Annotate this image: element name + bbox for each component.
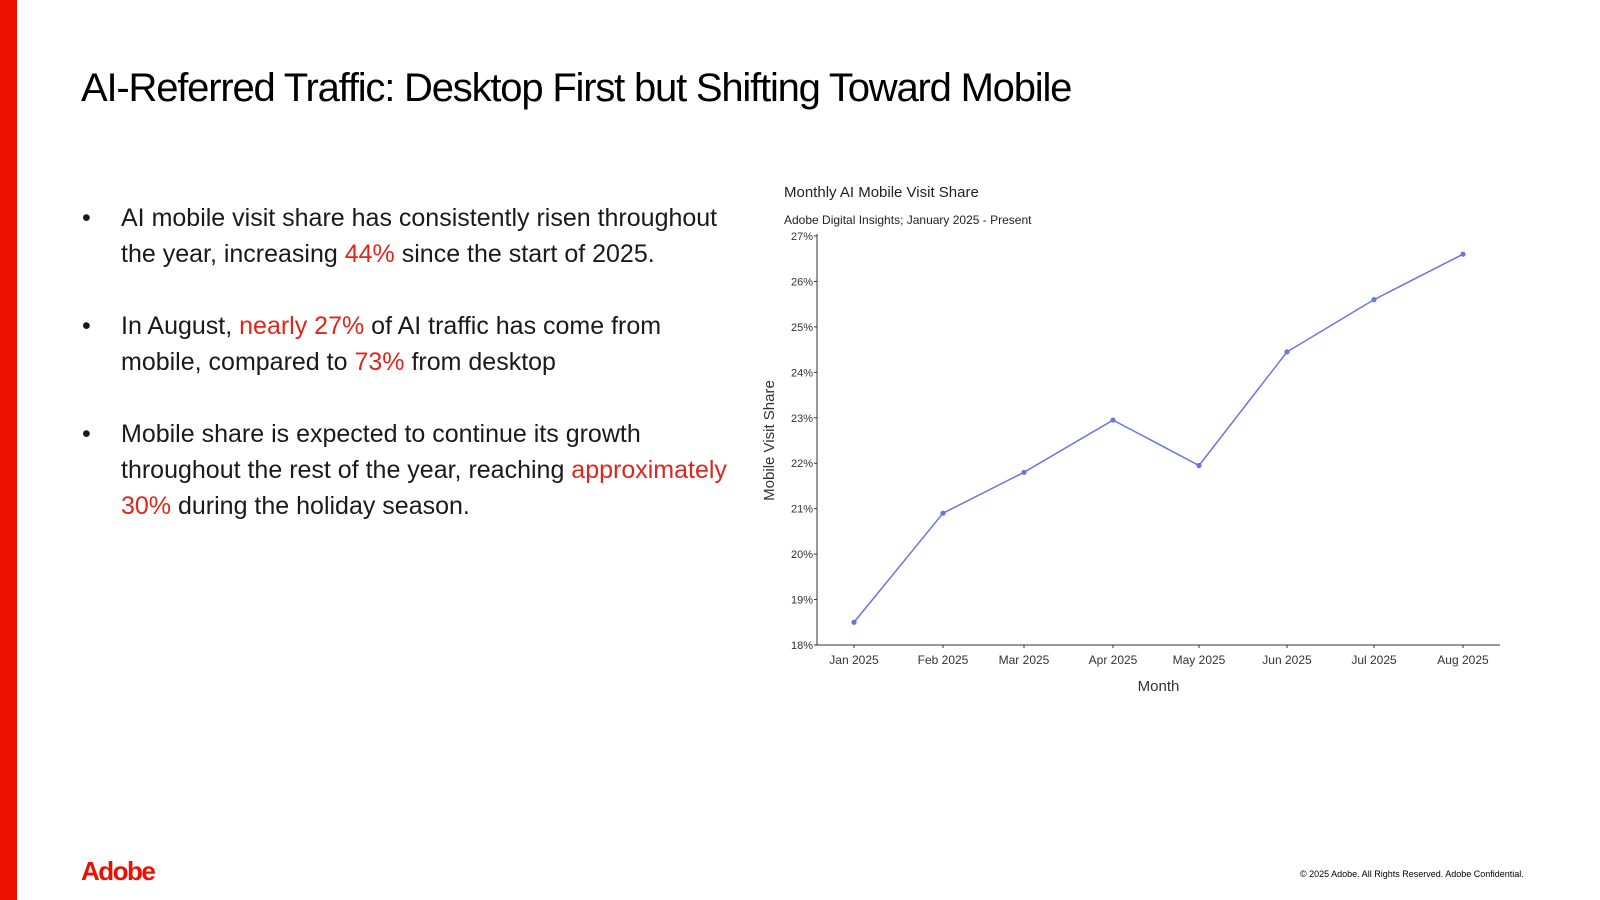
bullet-text: In August,: [121, 312, 240, 340]
x-tick-label: Jun 2025: [1262, 653, 1312, 667]
x-tick-label: Feb 2025: [918, 653, 969, 667]
bullet-dot: •: [82, 204, 91, 232]
x-tick-label: May 2025: [1173, 653, 1226, 667]
bullet-item: • Mobile share is expected to continue i…: [82, 416, 732, 524]
bullet-highlight: approximately 30%: [121, 456, 727, 520]
x-tick-label: Jan 2025: [829, 653, 879, 667]
y-tick-label: 26%: [791, 276, 813, 288]
bullet-text: since the start of 2025.: [394, 240, 655, 268]
copyright-footer: © 2025 Adobe. All Rights Reserved. Adobe…: [1300, 869, 1524, 879]
chart-subtitle: Adobe Digital Insights; January 2025 - P…: [784, 213, 1032, 227]
data-point: [940, 510, 946, 516]
series-line: [853, 253, 1464, 623]
data-point: [1460, 251, 1466, 257]
y-tick-label: 25%: [791, 322, 813, 334]
bullet-dot: •: [82, 420, 91, 448]
bullet-text: Mobile share is expected to continue its…: [121, 420, 641, 484]
line-chart: 18% 19% 20% 21% 22% 23% 24% 25% 26% 27% Jan 2025 Fe…: [761, 231, 1500, 695]
bullet-text: of AI traffic has come from mobile, comp…: [121, 312, 662, 376]
bullet-highlight: 44%: [344, 240, 395, 268]
data-point: [1284, 349, 1290, 355]
x-tick-label: Jul 2025: [1351, 653, 1397, 667]
data-point: [851, 619, 857, 625]
y-tick-label: 22%: [791, 458, 813, 470]
data-point: [1371, 297, 1377, 303]
y-tick-label: 23%: [791, 413, 813, 425]
slide-title: AI-Referred Traffic: Desktop First but S…: [81, 66, 1072, 110]
bullet-dot: •: [82, 312, 91, 340]
bullet-text: during the holiday season.: [171, 492, 470, 520]
y-tick-label: 19%: [791, 595, 813, 607]
x-tick-label: Apr 2025: [1089, 653, 1138, 667]
accent-bar: [0, 0, 17, 900]
data-point: [1110, 417, 1116, 423]
data-point: [1196, 462, 1202, 469]
bullet-list: • AI mobile visit share has consistently…: [82, 200, 732, 560]
adobe-logo: Adobe: [81, 856, 156, 886]
x-tick-label: Aug 2025: [1437, 653, 1489, 667]
bullet-item: • AI mobile visit share has consistently…: [82, 200, 732, 272]
x-tick-label: Mar 2025: [999, 653, 1050, 667]
y-tick-label: 27%: [791, 231, 813, 243]
chart-title: Monthly AI Mobile Visit Share: [784, 184, 979, 201]
bullet-item: • In August, nearly 27% of AI traffic ha…: [82, 308, 732, 380]
y-tick-label: 18%: [791, 640, 813, 652]
x-axis-label: Month: [1138, 678, 1180, 695]
y-tick-label: 24%: [791, 367, 813, 379]
bullet-text: from desktop: [404, 348, 556, 376]
bullet-highlight: 73%: [354, 348, 405, 376]
y-tick-label: 21%: [791, 504, 813, 516]
bullet-text: AI mobile visit share has consistently r…: [121, 204, 718, 268]
y-tick-label: 20%: [791, 549, 813, 561]
y-axis-label: Mobile Visit Share: [761, 380, 778, 501]
bullet-highlight: nearly 27%: [239, 312, 365, 340]
data-point: [1021, 469, 1027, 475]
